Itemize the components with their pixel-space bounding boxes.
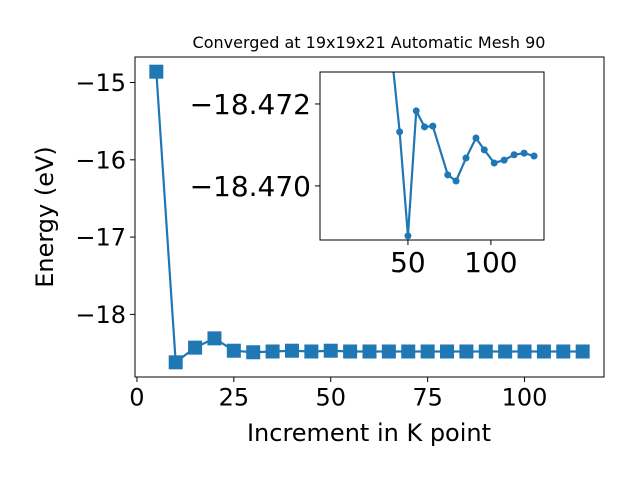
data-point	[478, 344, 493, 359]
data-point	[343, 344, 358, 359]
data-point	[396, 128, 404, 136]
data-point	[188, 340, 203, 355]
axes-frame	[134, 56, 605, 378]
data-point	[530, 152, 538, 160]
data-point	[362, 344, 377, 359]
plot-area	[149, 64, 590, 370]
data-point	[462, 154, 470, 162]
x-tick-label: 25	[219, 383, 250, 411]
data-point	[323, 343, 338, 358]
x-tick-label: 0	[129, 383, 144, 411]
data-point	[444, 171, 452, 179]
data-point	[575, 344, 590, 359]
data-point	[498, 344, 513, 359]
x-tick-label: 100	[502, 383, 548, 411]
data-point	[420, 344, 435, 359]
data-point	[517, 344, 532, 359]
y-tick-label: −16	[75, 146, 126, 174]
axes-frame	[319, 71, 545, 241]
x-tick-label: 50	[390, 246, 426, 279]
data-point	[149, 64, 164, 79]
y-tick-label: −18.472	[190, 88, 311, 121]
data-point	[246, 345, 261, 360]
data-point	[490, 159, 498, 167]
x-tick-label: 100	[464, 246, 517, 279]
y-tick-label: −17	[75, 224, 126, 252]
plot-background	[320, 72, 544, 240]
data-point	[429, 122, 437, 130]
plot-area	[392, 72, 538, 240]
data-point	[284, 343, 299, 358]
data-point	[556, 344, 571, 359]
data-point	[440, 344, 455, 359]
data-point	[207, 331, 222, 346]
y-tick-label: −15	[75, 69, 126, 97]
y-tick-label: −18	[75, 301, 126, 329]
y-tick-label: −18.470	[190, 170, 311, 203]
data-point	[404, 232, 412, 240]
data-point	[401, 344, 416, 359]
data-point	[304, 344, 319, 359]
data-point	[459, 344, 474, 359]
data-point	[168, 355, 183, 370]
data-point	[452, 177, 460, 185]
data-point	[472, 134, 480, 142]
data-point	[421, 123, 429, 131]
data-point	[520, 149, 528, 157]
chart-title: Converged at 19x19x21 Automatic Mesh 90	[193, 33, 546, 52]
data-point	[480, 146, 488, 154]
y-axis-label: Energy (eV)	[31, 146, 59, 288]
data-point	[265, 344, 280, 359]
data-point	[381, 344, 396, 359]
data-point	[500, 156, 508, 164]
data-point	[226, 343, 241, 358]
data-line	[392, 72, 535, 236]
data-point	[510, 151, 518, 159]
data-point	[412, 107, 420, 115]
x-axis-label: Increment in K point	[247, 419, 491, 447]
x-tick-label: 75	[412, 383, 443, 411]
data-point	[536, 344, 551, 359]
x-tick-label: 50	[315, 383, 346, 411]
